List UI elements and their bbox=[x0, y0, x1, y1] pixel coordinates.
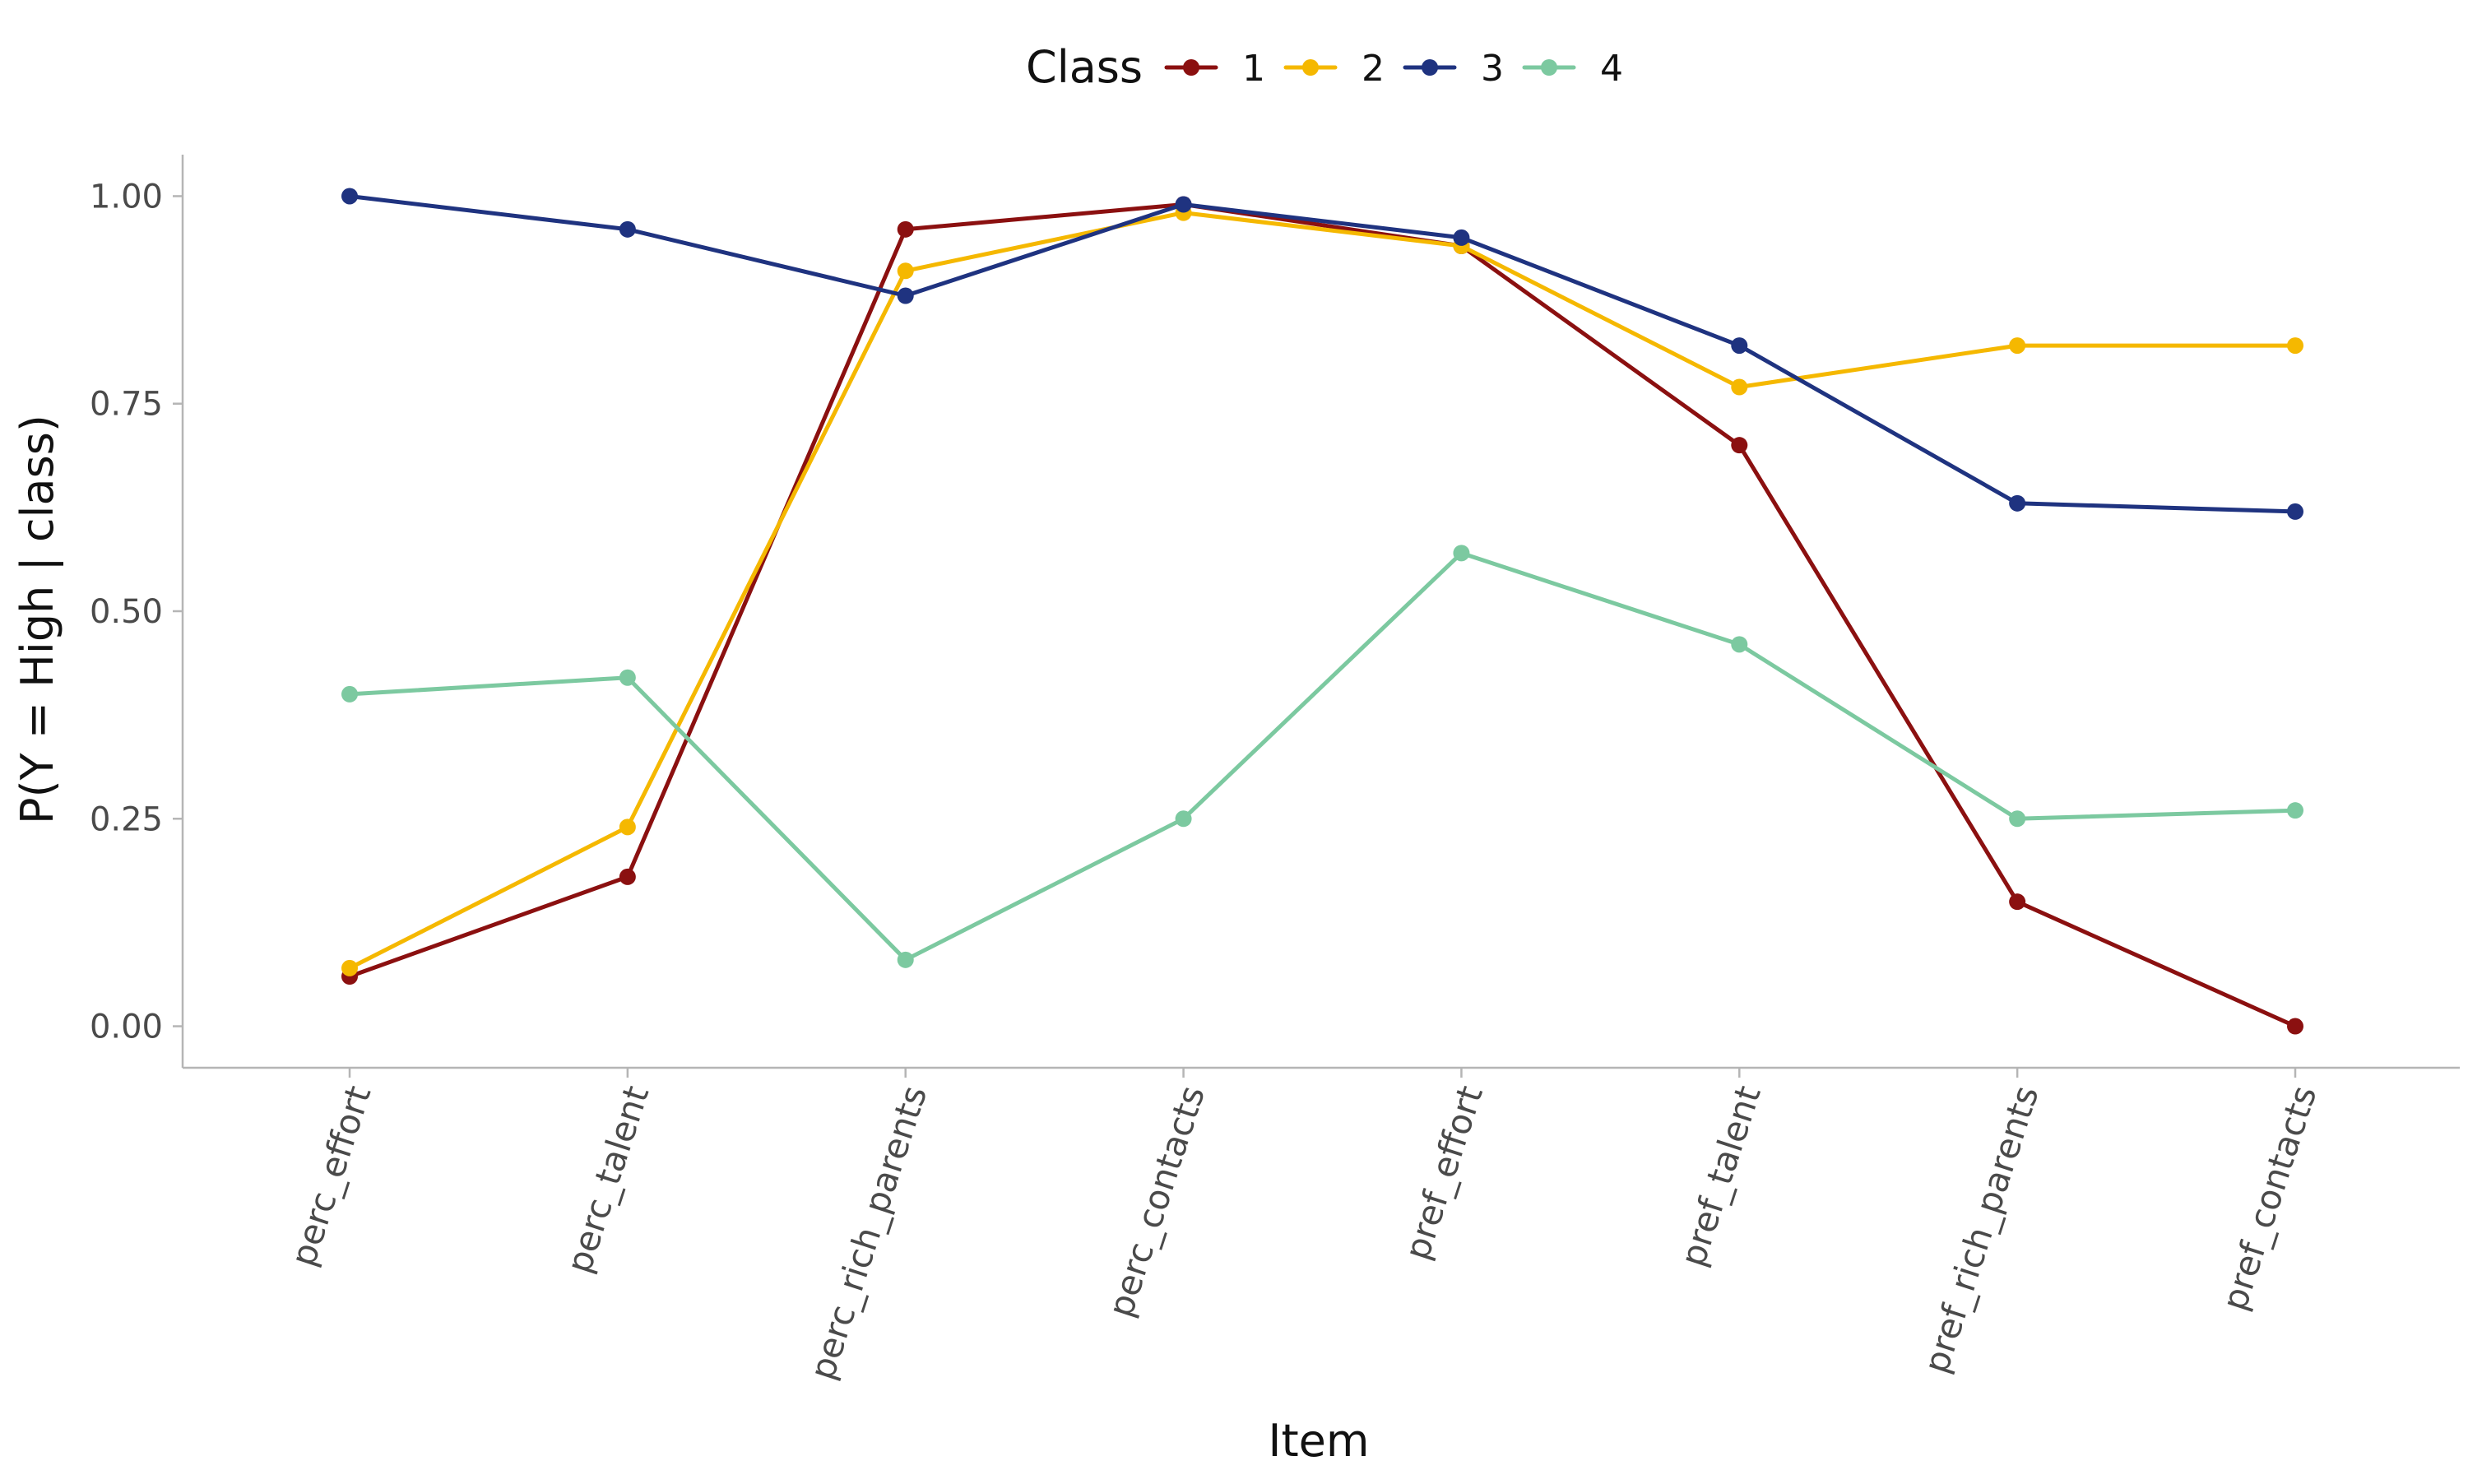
y-tick-label: 0.00 bbox=[90, 1009, 163, 1046]
data-point bbox=[897, 262, 914, 280]
legend-key-point bbox=[1541, 59, 1557, 76]
legend-label: 4 bbox=[1600, 48, 1623, 90]
x-tick-label: perc_rich_parents bbox=[802, 1081, 935, 1384]
data-point bbox=[341, 685, 358, 703]
series-line bbox=[347, 194, 2298, 514]
x-tick-label: pref_effort bbox=[1397, 1081, 1491, 1264]
y-tick-label: 0.25 bbox=[90, 800, 163, 838]
data-point bbox=[2287, 1018, 2303, 1035]
legend-label: 1 bbox=[1242, 48, 1265, 90]
series-1 bbox=[341, 196, 2303, 1035]
y-tick-label: 1.00 bbox=[90, 178, 163, 216]
legend-label: 3 bbox=[1481, 48, 1504, 90]
data-point bbox=[2287, 503, 2303, 520]
legend-title: Class bbox=[1026, 41, 1143, 93]
x-axis-title: Item bbox=[1269, 1415, 1370, 1467]
data-point bbox=[1731, 636, 1748, 653]
data-point bbox=[2009, 810, 2026, 828]
x-tick-label: perc_effort bbox=[283, 1081, 379, 1271]
legend: Class 1 2 3 4 bbox=[1026, 41, 1623, 93]
data-point bbox=[2009, 494, 2026, 512]
x-tick-label: pref_rich_parents bbox=[1916, 1081, 2047, 1378]
data-point bbox=[1453, 545, 1470, 562]
x-tick-label: pref_talent bbox=[1672, 1081, 1769, 1271]
data-point bbox=[619, 868, 636, 885]
legend-item: 2 bbox=[1283, 48, 1385, 90]
data-point bbox=[619, 669, 636, 686]
x-tick-label: pref_contacts bbox=[2214, 1081, 2324, 1315]
legend-key-point bbox=[1422, 59, 1438, 76]
legend-item: 4 bbox=[1522, 48, 1623, 90]
y-axis-title: P(Y = High | class) bbox=[12, 415, 63, 824]
data-point bbox=[897, 951, 914, 968]
x-tick-label: perc_contacts bbox=[1100, 1081, 1213, 1322]
legend-item: 1 bbox=[1164, 48, 1265, 90]
legend-key-point bbox=[1183, 59, 1199, 76]
y-tick-label: 0.50 bbox=[90, 593, 163, 631]
data-point bbox=[897, 220, 914, 238]
data-point bbox=[1731, 437, 1748, 454]
series-line bbox=[347, 211, 2298, 971]
data-point bbox=[2009, 337, 2026, 355]
data-point bbox=[1175, 196, 1192, 213]
x-tick-label: perc_talent bbox=[559, 1081, 656, 1278]
data-point bbox=[619, 220, 636, 238]
series-layer bbox=[341, 188, 2303, 1035]
data-point bbox=[1731, 378, 1748, 396]
data-point bbox=[897, 287, 914, 304]
data-point bbox=[2009, 893, 2026, 911]
data-point bbox=[341, 959, 358, 976]
series-line bbox=[347, 202, 2298, 1028]
y-tick-label: 0.75 bbox=[90, 386, 163, 424]
data-point bbox=[2287, 802, 2303, 819]
data-point bbox=[1731, 337, 1748, 355]
axes: 0.00 0.25 0.50 0.75 1.00 perc_effort perc_tale… bbox=[90, 155, 2460, 1384]
series-4 bbox=[341, 545, 2303, 968]
data-point bbox=[1175, 810, 1192, 828]
data-point bbox=[619, 819, 636, 836]
legend-key-point bbox=[1302, 59, 1319, 76]
data-point bbox=[1453, 229, 1470, 246]
series-line bbox=[347, 550, 2298, 962]
series-3 bbox=[341, 188, 2303, 520]
data-point bbox=[2287, 337, 2303, 355]
data-point bbox=[341, 188, 358, 205]
legend-label: 2 bbox=[1362, 48, 1385, 90]
legend-item: 3 bbox=[1403, 48, 1504, 90]
